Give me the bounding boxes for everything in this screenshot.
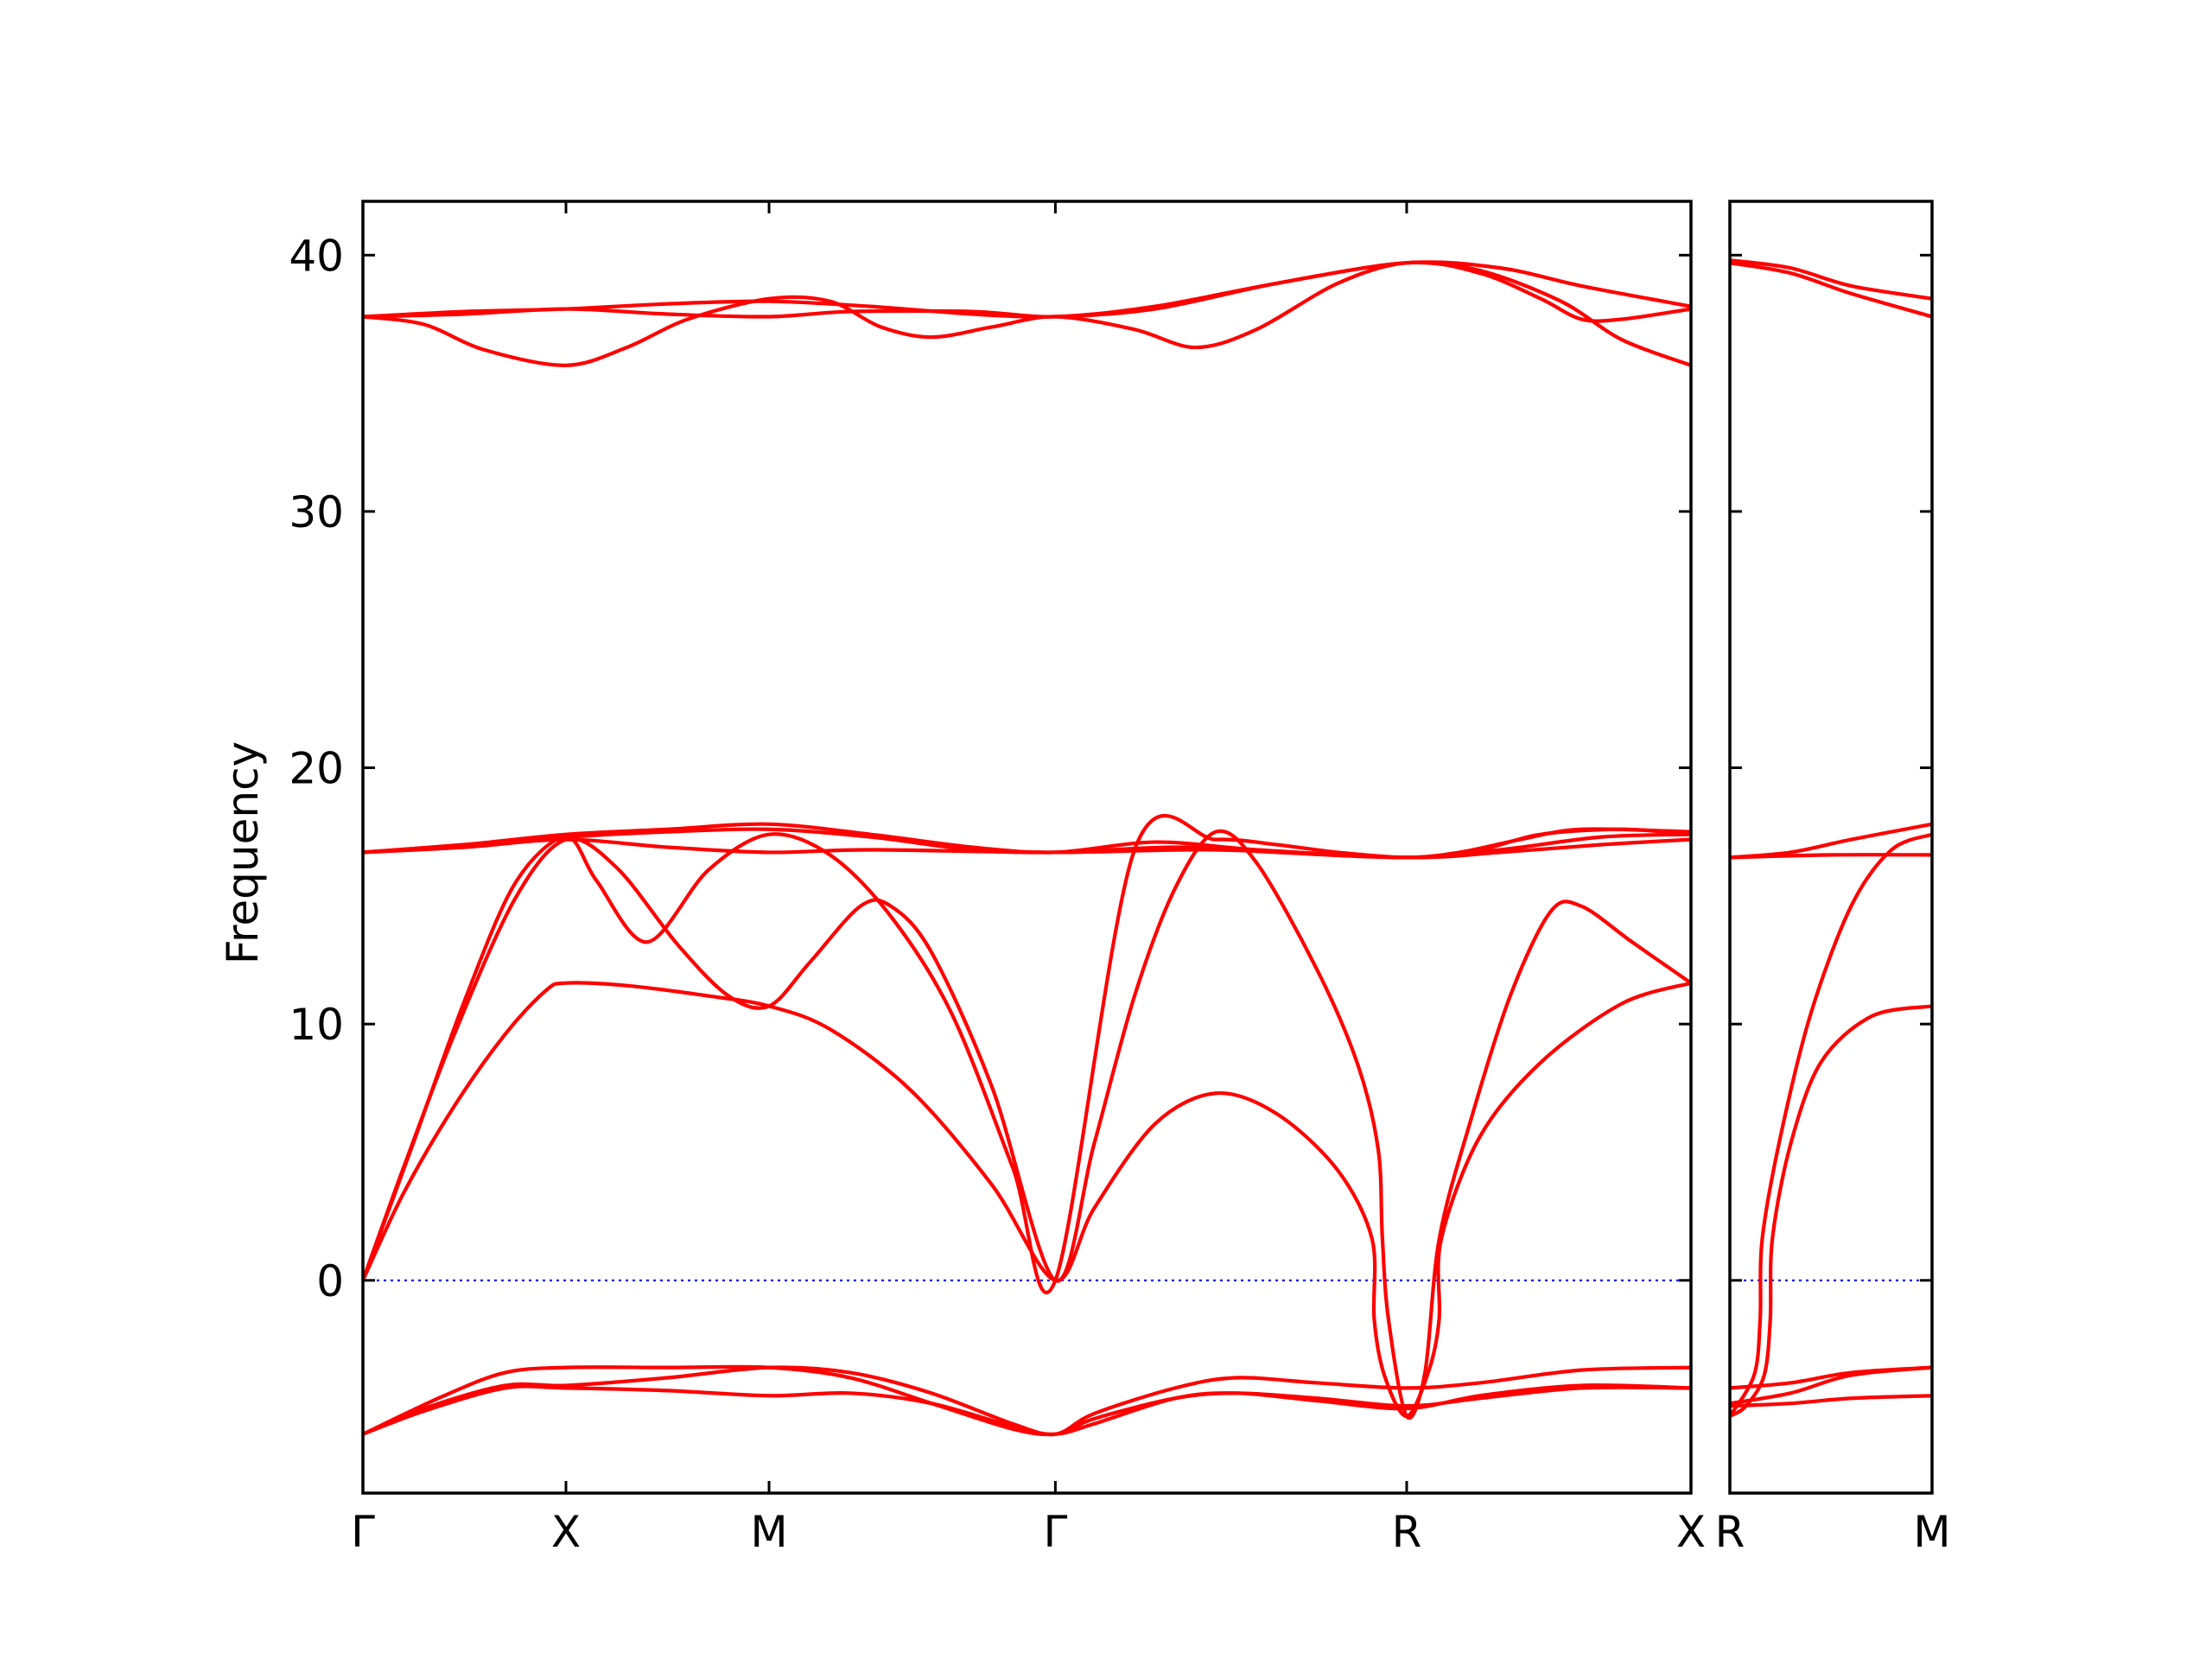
band-group xyxy=(363,260,1691,1437)
phonon-band-9 xyxy=(363,822,1691,860)
phonon-band-7 xyxy=(1730,822,1932,860)
y-axis-label: Frequency xyxy=(218,741,268,964)
x-tick-label: Γ xyxy=(1043,1507,1067,1557)
y-tick-label: 40 xyxy=(289,231,344,281)
y-tick-label: 30 xyxy=(289,487,344,537)
phonon-band-5 xyxy=(363,829,1691,1421)
phonon-band-5 xyxy=(1730,832,1932,1419)
plot-frame xyxy=(361,200,1693,1495)
phonon-band-4 xyxy=(1730,1004,1932,1419)
phonon-band-3 xyxy=(363,1364,1691,1437)
x-tick-label: X xyxy=(1676,1507,1706,1557)
phonon-band-1 xyxy=(363,1365,1691,1437)
x-tick-label: R xyxy=(1715,1507,1745,1557)
x-tick-label: X xyxy=(551,1507,581,1557)
phonon-band-1 xyxy=(1730,1394,1932,1408)
x-tick-label: R xyxy=(1392,1507,1422,1557)
phonon-band-8 xyxy=(1730,261,1932,319)
plot-frame xyxy=(1728,200,1934,1495)
band-group xyxy=(1730,258,1932,1419)
phonon-band-9 xyxy=(1730,258,1932,301)
phonon-band-10 xyxy=(363,260,1691,367)
phonon-band-12 xyxy=(363,260,1691,319)
phonon-band-4 xyxy=(363,981,1691,1419)
y-tick-label: 10 xyxy=(289,1000,344,1050)
phonon-band-11 xyxy=(363,260,1691,323)
y-tick-label: 20 xyxy=(289,744,344,794)
main-panel: 0 10 20 30 40 Γ X M Γ R X xyxy=(289,200,1706,1557)
y-tick-label: 0 xyxy=(316,1256,344,1306)
x-tick-label: M xyxy=(750,1507,787,1557)
x-tick-label: Γ xyxy=(351,1507,375,1557)
x-tick-label: M xyxy=(1913,1507,1950,1557)
